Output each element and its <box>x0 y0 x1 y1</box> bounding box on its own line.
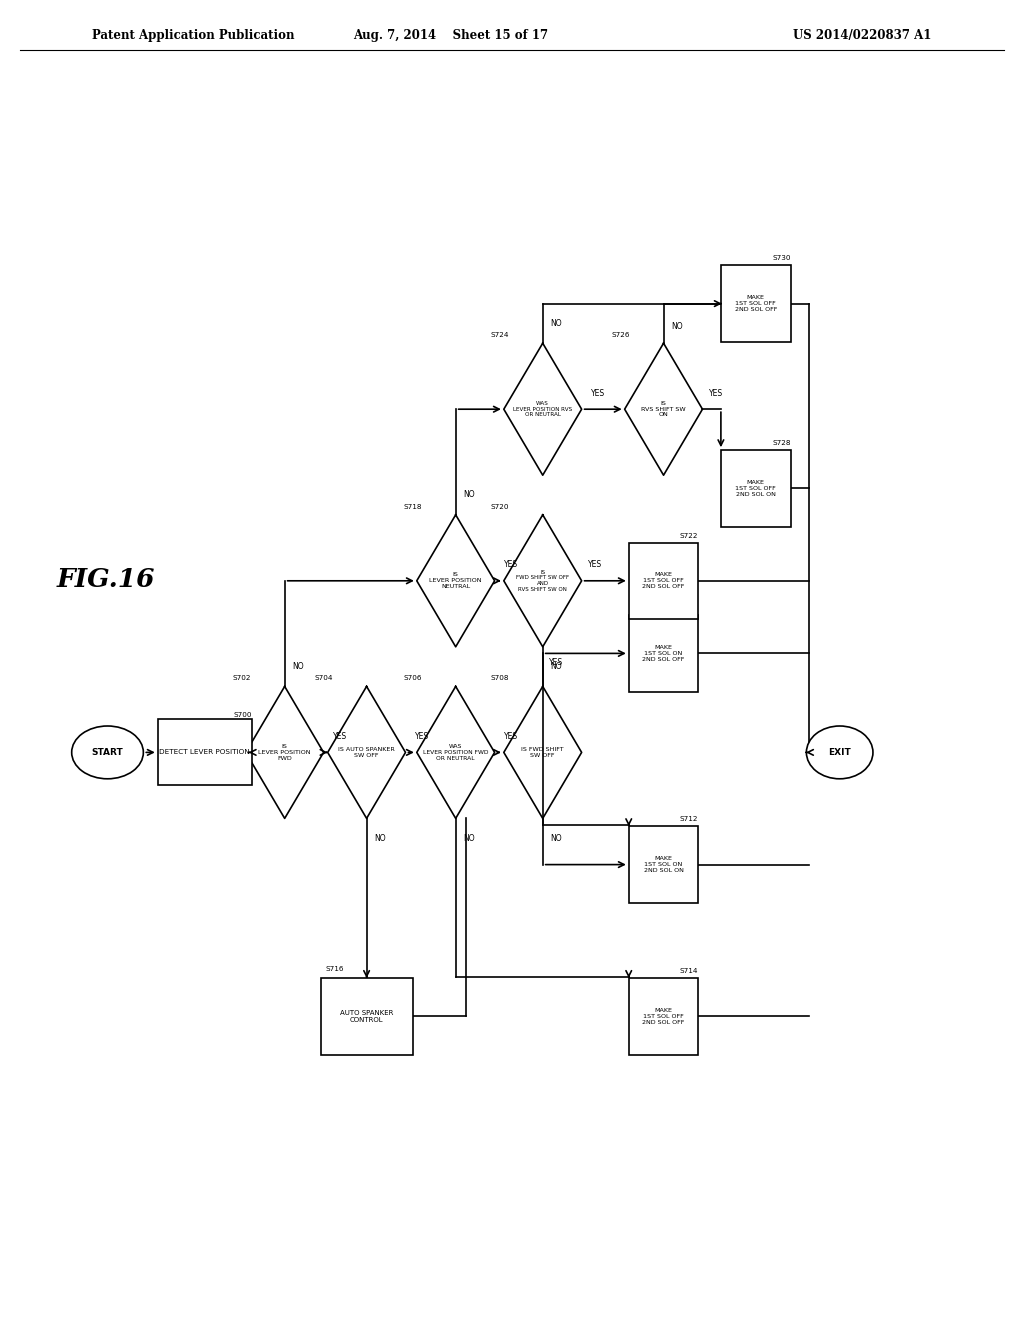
Text: S728: S728 <box>772 440 791 446</box>
Bar <box>629 978 698 1055</box>
Text: YES: YES <box>591 389 605 397</box>
Text: YES: YES <box>333 733 347 741</box>
Ellipse shape <box>807 726 872 779</box>
Text: MAKE
1ST SOL OFF
2ND SOL OFF: MAKE 1ST SOL OFF 2ND SOL OFF <box>642 1008 685 1024</box>
Text: S730: S730 <box>772 255 791 261</box>
Text: S702: S702 <box>232 675 251 681</box>
Text: IS
FWD SHIFT SW OFF
AND
RVS SHIFT SW ON: IS FWD SHIFT SW OFF AND RVS SHIFT SW ON <box>516 570 569 591</box>
Text: S718: S718 <box>403 503 422 510</box>
Bar <box>629 826 698 903</box>
Ellipse shape <box>72 726 143 779</box>
Text: S712: S712 <box>680 816 698 822</box>
Text: YES: YES <box>415 733 429 741</box>
Text: NO: NO <box>550 319 562 327</box>
Text: FIG.16: FIG.16 <box>56 568 155 593</box>
Text: MAKE
1ST SOL ON
2ND SOL OFF: MAKE 1ST SOL ON 2ND SOL OFF <box>642 645 685 661</box>
Text: IS FWD SHIFT
SW OFF: IS FWD SHIFT SW OFF <box>521 747 564 758</box>
Text: AUTO SPANKER
CONTROL: AUTO SPANKER CONTROL <box>340 1010 393 1023</box>
Bar <box>158 719 252 785</box>
Text: IS AUTO SPANKER
SW OFF: IS AUTO SPANKER SW OFF <box>338 747 395 758</box>
Text: Patent Application Publication: Patent Application Publication <box>92 29 295 42</box>
Text: YES: YES <box>504 561 518 569</box>
Text: MAKE
1ST SOL OFF
2ND SOL OFF: MAKE 1ST SOL OFF 2ND SOL OFF <box>642 573 685 589</box>
Text: S706: S706 <box>403 675 422 681</box>
Text: NO: NO <box>463 491 475 499</box>
Text: START: START <box>91 748 124 756</box>
Text: MAKE
1ST SOL OFF
2ND SOL ON: MAKE 1ST SOL OFF 2ND SOL ON <box>735 480 776 496</box>
Text: NO: NO <box>374 834 386 842</box>
Text: US 2014/0220837 A1: US 2014/0220837 A1 <box>794 29 932 42</box>
Text: YES: YES <box>549 659 563 667</box>
Text: S724: S724 <box>490 331 509 338</box>
Text: NO: NO <box>550 834 562 842</box>
Text: S708: S708 <box>490 675 509 681</box>
Text: YES: YES <box>504 733 518 741</box>
Bar <box>629 615 698 692</box>
Text: YES: YES <box>709 389 723 397</box>
Text: S714: S714 <box>680 968 698 974</box>
Text: S726: S726 <box>611 331 630 338</box>
Text: WAS
LEVER POSITION RVS
OR NEUTRAL: WAS LEVER POSITION RVS OR NEUTRAL <box>513 401 572 417</box>
Bar <box>721 265 791 342</box>
Text: IS
LEVER POSITION
NEUTRAL: IS LEVER POSITION NEUTRAL <box>429 573 482 589</box>
Text: S722: S722 <box>680 532 698 539</box>
Text: MAKE
1ST SOL OFF
2ND SOL OFF: MAKE 1ST SOL OFF 2ND SOL OFF <box>734 296 777 312</box>
Text: IS
RVS SHIFT SW
ON: IS RVS SHIFT SW ON <box>641 401 686 417</box>
Text: DETECT LEVER POSITION: DETECT LEVER POSITION <box>160 750 250 755</box>
Text: MAKE
1ST SOL ON
2ND SOL ON: MAKE 1ST SOL ON 2ND SOL ON <box>644 857 683 873</box>
Text: NO: NO <box>463 834 475 842</box>
Bar <box>721 450 791 527</box>
Text: S716: S716 <box>326 965 344 972</box>
Text: S710: S710 <box>680 605 698 611</box>
Bar <box>321 978 413 1055</box>
Text: S700: S700 <box>233 711 252 718</box>
Text: Aug. 7, 2014    Sheet 15 of 17: Aug. 7, 2014 Sheet 15 of 17 <box>353 29 548 42</box>
Text: NO: NO <box>292 663 304 671</box>
Text: EXIT: EXIT <box>828 748 851 756</box>
Text: NO: NO <box>550 663 562 671</box>
Bar <box>629 543 698 619</box>
Text: S704: S704 <box>314 675 333 681</box>
Text: IS
LEVER POSITION
FWD: IS LEVER POSITION FWD <box>258 744 311 760</box>
Text: YES: YES <box>588 561 602 569</box>
Text: S720: S720 <box>490 503 509 510</box>
Text: NO: NO <box>671 322 683 330</box>
Text: WAS
LEVER POSITION FWD
OR NEUTRAL: WAS LEVER POSITION FWD OR NEUTRAL <box>423 744 488 760</box>
